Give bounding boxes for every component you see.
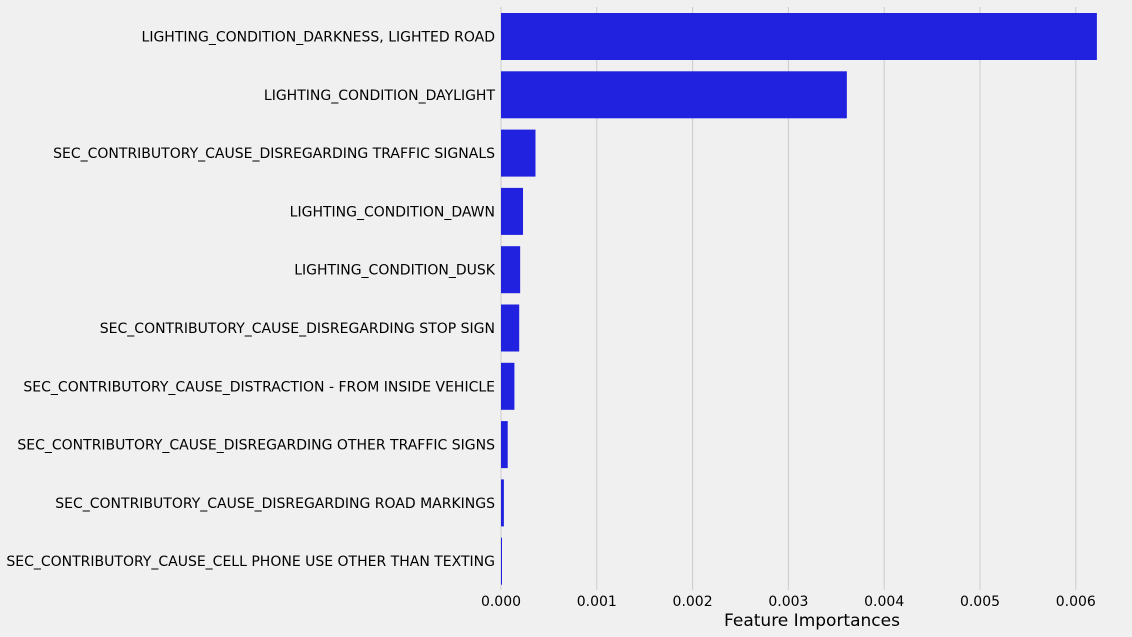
category-label: LIGHTING_CONDITION_DAYLIGHT: [264, 88, 496, 104]
x-axis-title: Feature Importances: [724, 611, 900, 631]
x-tick-label: 0.006: [1056, 594, 1096, 610]
category-labels: LIGHTING_CONDITION_DARKNESS, LIGHTED ROA…: [6, 30, 495, 571]
category-label: SEC_CONTRIBUTORY_CAUSE_DISREGARDING STOP…: [100, 321, 495, 337]
x-tick-label: 0.004: [864, 594, 904, 610]
x-tick-labels: 0.000 0.001 0.002 0.003 0.004 0.005 0.006: [481, 594, 1096, 610]
bar: [501, 479, 504, 527]
bar: [501, 187, 524, 235]
bar: [501, 129, 536, 177]
x-tick-label: 0.003: [768, 594, 808, 610]
category-label: SEC_CONTRIBUTORY_CAUSE_DISTRACTION - FRO…: [23, 379, 495, 395]
bar: [501, 13, 1097, 60]
bar: [501, 537, 502, 585]
category-label: SEC_CONTRIBUTORY_CAUSE_CELL PHONE USE OT…: [6, 554, 495, 570]
category-label: LIGHTING_CONDITION_DUSK: [294, 263, 496, 279]
bar: [501, 421, 508, 469]
bars: [501, 13, 1097, 585]
bar: [501, 362, 515, 410]
category-label: SEC_CONTRIBUTORY_CAUSE_DISREGARDING ROAD…: [55, 496, 495, 512]
x-tick-label: 0.005: [960, 594, 1000, 610]
category-label: LIGHTING_CONDITION_DAWN: [290, 204, 495, 220]
x-tick-label: 0.000: [481, 594, 521, 610]
x-tick-label: 0.002: [673, 594, 713, 610]
category-label: SEC_CONTRIBUTORY_CAUSE_DISREGARDING TRAF…: [53, 146, 495, 162]
bar: [501, 246, 521, 294]
category-label: SEC_CONTRIBUTORY_CAUSE_DISREGARDING OTHE…: [17, 438, 495, 454]
x-tick-label: 0.001: [577, 594, 617, 610]
bar: [501, 304, 520, 352]
bar: [501, 71, 847, 119]
category-label: LIGHTING_CONDITION_DARKNESS, LIGHTED ROA…: [142, 30, 495, 46]
